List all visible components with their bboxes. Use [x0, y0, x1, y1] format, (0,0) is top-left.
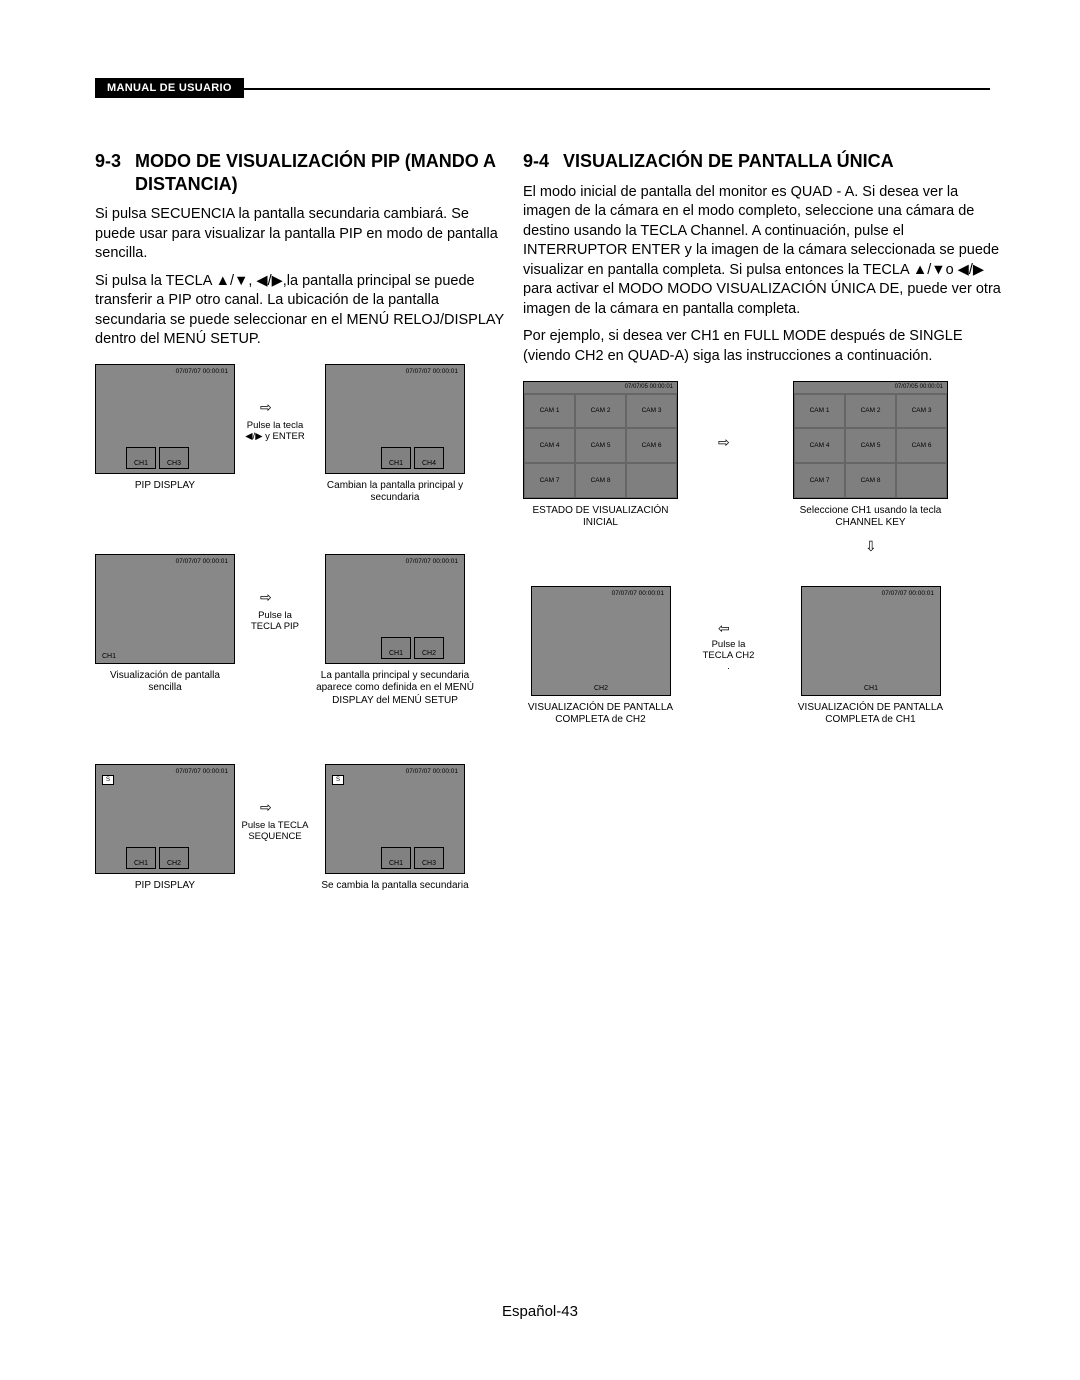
pip-ch3: CH3	[159, 447, 189, 469]
ch-label: CH1	[802, 685, 940, 692]
section-9-3-num: 9-3	[95, 150, 121, 195]
pip-ch4: CH4	[414, 447, 444, 469]
pip-ch1: CH1	[381, 447, 411, 469]
caption-93-e: PIP DISPLAY	[95, 880, 235, 893]
col-left: 9-3 MODO DE VISUALIZACIÓN PIP (MANDO A D…	[95, 150, 505, 944]
cam-cell: CAM 7	[524, 463, 575, 498]
quad-b: 07/07/05 00:00:01 CAM 1 CAM 2 CAM 3 CAM …	[793, 381, 948, 499]
timestamp: 07/07/07 00:00:01	[612, 590, 664, 597]
screen-93-c: 07/07/07 00:00:01 CH1	[95, 554, 235, 664]
screen-93-f: 07/07/07 00:00:01 S CH1 CH3	[325, 764, 465, 874]
caption-93-c: Visualización de pantalla sencilla	[95, 670, 235, 695]
cam-cell: CAM 2	[575, 394, 626, 429]
arrow-label-94-left: Pulse la TECLA CH2 .	[701, 639, 756, 673]
caption-93-b: Cambian la pantalla principal y secundar…	[315, 480, 475, 505]
screen-94-d: 07/07/07 00:00:01 CH1	[801, 586, 941, 696]
timestamp: 07/07/05 00:00:01	[794, 382, 947, 394]
timestamp: 07/07/07 00:00:01	[406, 368, 458, 375]
section-9-3-p1: Si pulsa SECUENCIA la pantalla secundari…	[95, 205, 505, 264]
cam-cell: CAM 5	[575, 428, 626, 463]
pip-ch1: CH1	[126, 447, 156, 469]
arrow-label-93-a: Pulse la tecla ◀/▶ y ENTER	[245, 420, 305, 443]
ch-label: CH2	[532, 685, 670, 692]
cam-cell: CAM 3	[626, 394, 677, 429]
cam-cell: CAM 7	[794, 463, 845, 498]
screen-93-e: 07/07/07 00:00:01 S CH1 CH2	[95, 764, 235, 874]
cam-cell: CAM 8	[845, 463, 896, 498]
arrow-left-icon: ⇦	[718, 621, 730, 635]
content: 9-3 MODO DE VISUALIZACIÓN PIP (MANDO A D…	[0, 150, 1080, 944]
pip-ch2: CH2	[159, 847, 189, 869]
timestamp: 07/07/07 00:00:01	[176, 558, 228, 565]
figs-9-3: 07/07/07 00:00:01 CH1 CH3 PIP DISPLAY ⇨ …	[95, 364, 505, 944]
caption-94-b: Seleccione CH1 usando la tecla CHANNEL K…	[783, 505, 958, 530]
arrow-down-icon: ⇩	[865, 539, 877, 553]
caption-93-f: Se cambia la pantalla secundaria	[315, 880, 475, 893]
arrow-right-icon: ⇨	[260, 590, 272, 604]
cam-cell-blank	[626, 463, 677, 498]
cam-cell: CAM 2	[845, 394, 896, 429]
caption-94-a: ESTADO DE VISUALIZACIÓN INICIAL	[523, 505, 678, 530]
timestamp: 07/07/05 00:00:01	[524, 382, 677, 394]
page-footer: Español-43	[0, 1303, 1080, 1320]
section-9-4-text: VISUALIZACIÓN DE PANTALLA ÚNICA	[563, 150, 1003, 173]
pip-ch1: CH1	[126, 847, 156, 869]
timestamp: 07/07/07 00:00:01	[406, 558, 458, 565]
pip-ch1: CH1	[381, 637, 411, 659]
arrow-label-93-c: Pulse la TECLA SEQUENCE	[240, 820, 310, 843]
s-badge: S	[332, 775, 344, 785]
cam-cell: CAM 4	[794, 428, 845, 463]
s-badge: S	[102, 775, 114, 785]
caption-93-a: PIP DISPLAY	[95, 480, 235, 493]
timestamp: 07/07/07 00:00:01	[406, 768, 458, 775]
quad-a: 07/07/05 00:00:01 CAM 1 CAM 2 CAM 3 CAM …	[523, 381, 678, 499]
cam-cell: CAM 1	[524, 394, 575, 429]
section-9-3-p2: Si pulsa la TECLA ▲/▼, ◀/▶,la pantalla p…	[95, 272, 505, 350]
screen-93-b: 07/07/07 00:00:01 CH1 CH4	[325, 364, 465, 474]
pip-ch1: CH1	[381, 847, 411, 869]
arrow-label-93-b: Pulse la TECLA PIP	[245, 610, 305, 633]
section-9-3-title: 9-3 MODO DE VISUALIZACIÓN PIP (MANDO A D…	[95, 150, 505, 195]
section-9-3-text: MODO DE VISUALIZACIÓN PIP (MANDO A DISTA…	[135, 150, 505, 195]
ch-label: CH1	[102, 653, 116, 660]
header-badge: MANUAL DE USUARIO	[95, 78, 244, 98]
pip-ch3: CH3	[414, 847, 444, 869]
col-right: 9-4 VISUALIZACIÓN DE PANTALLA ÚNICA El m…	[523, 150, 1003, 944]
figs-9-4: 07/07/05 00:00:01 CAM 1 CAM 2 CAM 3 CAM …	[523, 381, 1003, 801]
timestamp: 07/07/07 00:00:01	[882, 590, 934, 597]
arrow-right-icon: ⇨	[718, 435, 730, 449]
cam-cell: CAM 8	[575, 463, 626, 498]
timestamp: 07/07/07 00:00:01	[176, 768, 228, 775]
cam-cell: CAM 6	[896, 428, 947, 463]
screen-93-d: 07/07/07 00:00:01 CH1 CH2	[325, 554, 465, 664]
screen-94-c: 07/07/07 00:00:01 CH2	[531, 586, 671, 696]
section-9-4-num: 9-4	[523, 150, 549, 173]
section-9-4-title: 9-4 VISUALIZACIÓN DE PANTALLA ÚNICA	[523, 150, 1003, 173]
pip-ch2: CH2	[414, 637, 444, 659]
cam-cell: CAM 5	[845, 428, 896, 463]
arrow-right-icon: ⇨	[260, 400, 272, 414]
section-9-4-p2: Por ejemplo, si desea ver CH1 en FULL MO…	[523, 327, 1003, 366]
screen-93-a: 07/07/07 00:00:01 CH1 CH3	[95, 364, 235, 474]
cam-cell-blank	[896, 463, 947, 498]
cam-cell: CAM 4	[524, 428, 575, 463]
cam-cell: CAM 1	[794, 394, 845, 429]
cam-cell: CAM 3	[896, 394, 947, 429]
caption-94-c: VISUALIZACIÓN DE PANTALLA COMPLETA de CH…	[523, 702, 678, 727]
caption-94-d: VISUALIZACIÓN DE PANTALLA COMPLETA de CH…	[783, 702, 958, 727]
caption-93-d: La pantalla principal y secundaria apare…	[313, 670, 477, 708]
cam-cell: CAM 6	[626, 428, 677, 463]
section-9-4-p1: El modo inicial de pantalla del monitor …	[523, 183, 1003, 320]
arrow-right-icon: ⇨	[260, 800, 272, 814]
timestamp: 07/07/07 00:00:01	[176, 368, 228, 375]
